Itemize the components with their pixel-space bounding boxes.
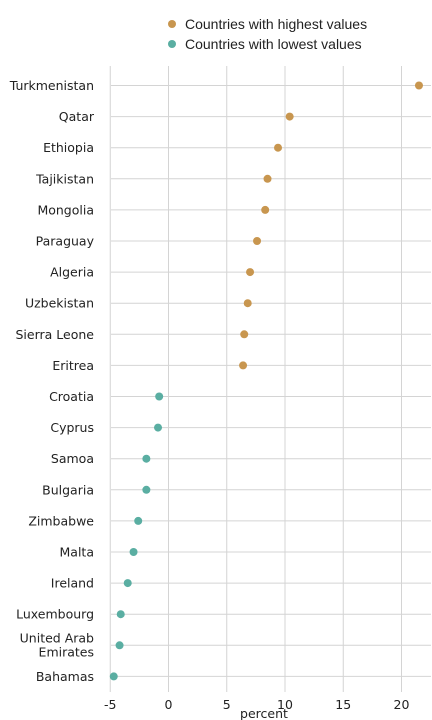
- legend: Countries with highest values Countries …: [168, 16, 367, 52]
- x-tick-label: 0: [165, 697, 173, 712]
- country-label: Zimbabwe: [28, 513, 94, 528]
- point-lowest: [109, 672, 118, 681]
- point-lowest: [123, 579, 132, 588]
- country-label: Turkmenistan: [9, 78, 94, 93]
- country-label: Bahamas: [36, 669, 94, 684]
- point-lowest: [129, 548, 138, 556]
- x-tick-label: 5: [223, 697, 231, 712]
- country-label: United Arab Emirates: [20, 630, 94, 659]
- country-label: Qatar: [59, 109, 95, 124]
- point-highest: [263, 174, 272, 183]
- country-label: Tajikistan: [35, 171, 94, 186]
- country-label: Eritrea: [52, 358, 94, 373]
- country-label: Algeria: [50, 265, 94, 280]
- point-highest: [285, 112, 294, 121]
- data-points: [109, 81, 423, 681]
- country-label: Bulgaria: [42, 482, 94, 497]
- point-highest: [243, 299, 252, 308]
- country-label: Malta: [60, 545, 94, 560]
- legend-label-lowest: Countries with lowest values: [185, 36, 362, 52]
- point-lowest: [155, 392, 164, 401]
- point-lowest: [134, 516, 143, 525]
- x-tick-label: 15: [335, 697, 351, 712]
- point-highest: [274, 143, 283, 152]
- x-axis-ticks: -5 0 5 10 15 20: [104, 697, 409, 712]
- x-axis-label: percent: [240, 706, 288, 720]
- country-labels: Turkmenistan Qatar Ethiopia Tajikistan Mongo…: [9, 78, 95, 684]
- point-highest: [246, 268, 255, 277]
- country-label: Samoa: [51, 451, 94, 466]
- point-lowest: [115, 641, 124, 650]
- country-label: Paraguay: [36, 234, 95, 249]
- point-highest: [261, 205, 270, 214]
- point-lowest: [142, 454, 151, 463]
- point-lowest: [154, 423, 163, 432]
- x-tick-label: 20: [394, 697, 410, 712]
- country-label: Ireland: [51, 576, 94, 591]
- point-highest: [240, 330, 249, 339]
- point-highest: [239, 361, 248, 370]
- country-label: Luxembourg: [16, 607, 94, 622]
- country-label: Uzbekistan: [25, 296, 94, 311]
- point-highest: [414, 81, 423, 90]
- x-tick-label: 10: [277, 697, 293, 712]
- point-highest: [253, 237, 262, 245]
- country-label: Sierra Leone: [16, 327, 95, 342]
- legend-label-highest: Countries with highest values: [185, 16, 367, 32]
- country-label: Cyprus: [50, 420, 94, 435]
- legend-swatch-lowest: [168, 40, 176, 48]
- point-lowest: [116, 610, 125, 619]
- country-label: Mongolia: [37, 202, 94, 217]
- legend-swatch-highest: [168, 20, 176, 28]
- x-tick-label: -5: [104, 697, 116, 712]
- grid: [109, 66, 431, 692]
- country-label: Croatia: [49, 389, 94, 404]
- point-lowest: [142, 485, 151, 494]
- country-label: Ethiopia: [43, 140, 94, 155]
